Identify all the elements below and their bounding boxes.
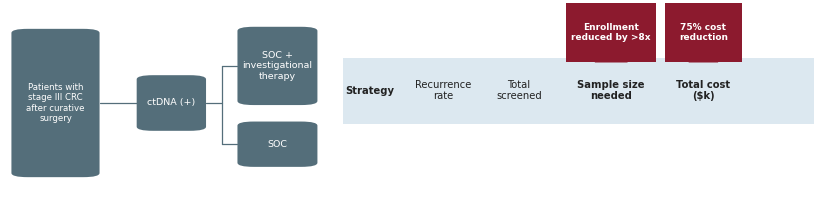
FancyBboxPatch shape [343,58,814,124]
Text: Total cost
($k): Total cost ($k) [676,80,730,101]
FancyBboxPatch shape [11,29,100,177]
Text: Recurrence
rate: Recurrence rate [415,80,472,101]
Text: 75% cost
reduction: 75% cost reduction [679,23,728,42]
Polygon shape [689,58,718,62]
FancyBboxPatch shape [237,122,317,167]
Text: Total
screened: Total screened [496,80,542,101]
FancyBboxPatch shape [237,27,317,105]
Text: SOC +
investigational
therapy: SOC + investigational therapy [242,51,313,81]
Text: Sample size
needed: Sample size needed [578,80,645,101]
Text: Enrollment
reduced by >8x: Enrollment reduced by >8x [571,23,651,42]
Polygon shape [595,58,628,62]
Text: ctDNA (+): ctDNA (+) [147,98,196,108]
Text: Strategy: Strategy [345,86,394,96]
Text: SOC: SOC [268,140,287,149]
FancyBboxPatch shape [664,3,742,62]
FancyBboxPatch shape [566,3,656,62]
Text: Patients with
stage III CRC
after curative
surgery: Patients with stage III CRC after curati… [26,83,85,123]
FancyBboxPatch shape [136,75,206,131]
